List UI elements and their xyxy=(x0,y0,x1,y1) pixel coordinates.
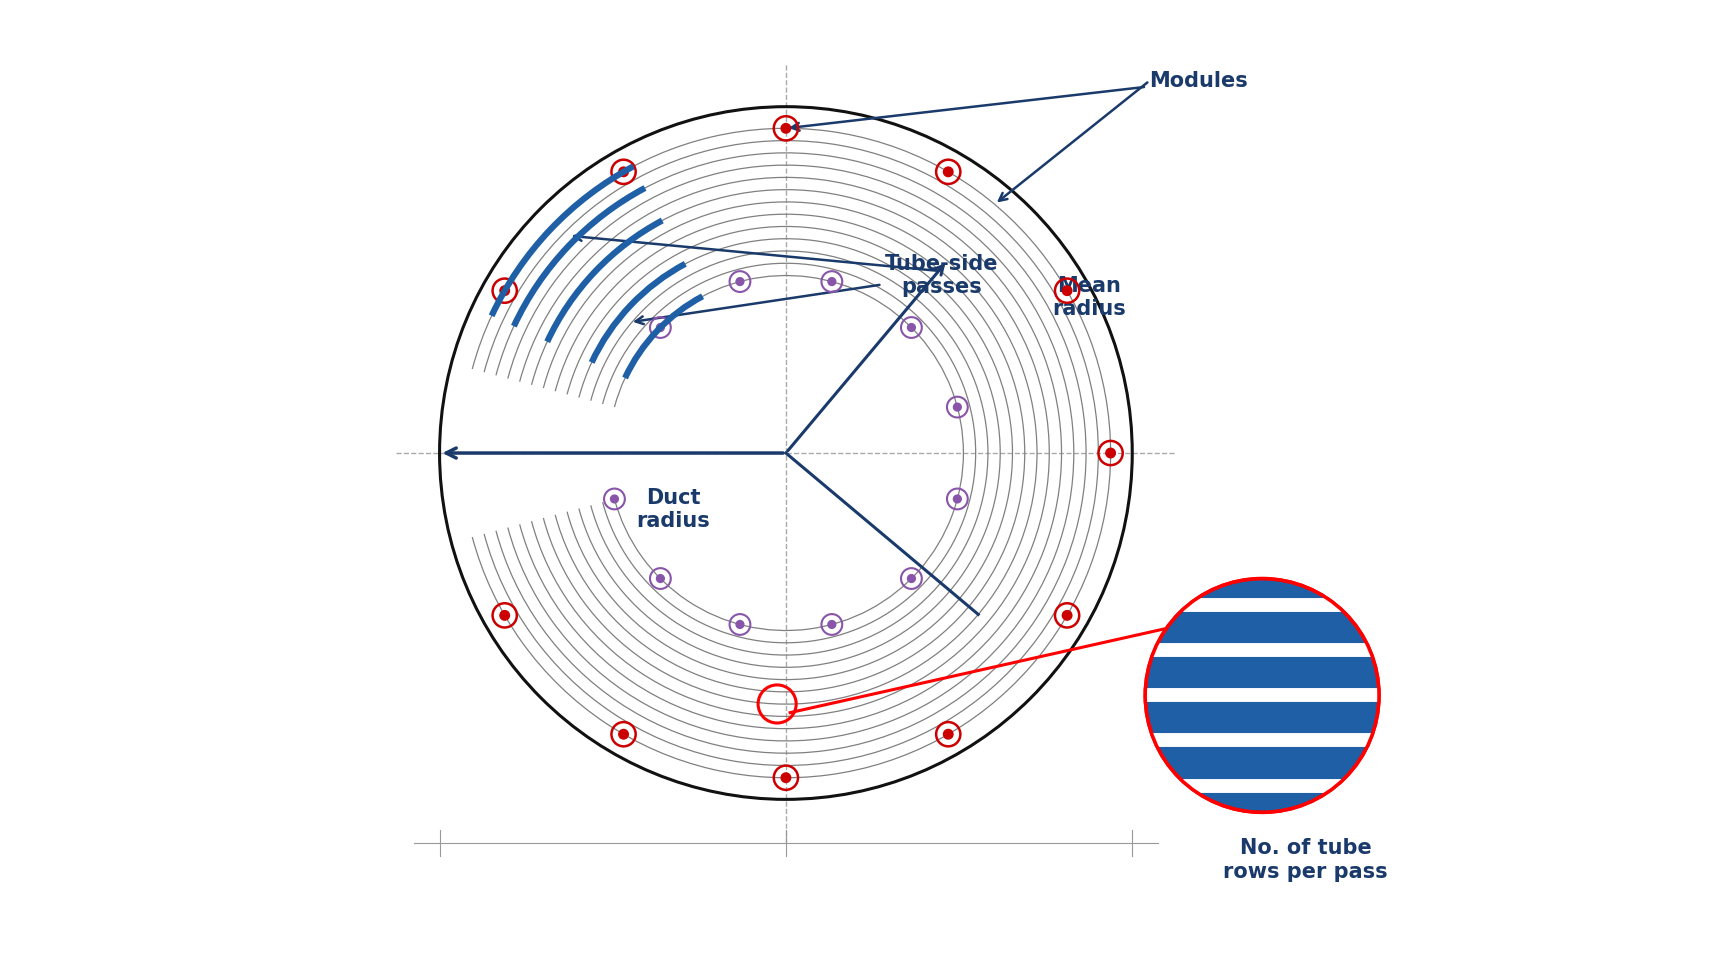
Circle shape xyxy=(780,773,791,783)
Circle shape xyxy=(619,167,629,176)
Circle shape xyxy=(1062,285,1073,295)
Circle shape xyxy=(500,610,509,620)
Circle shape xyxy=(736,278,744,285)
Circle shape xyxy=(829,621,835,628)
Circle shape xyxy=(954,403,961,411)
Circle shape xyxy=(1105,448,1116,458)
Text: Duct
radius: Duct radius xyxy=(636,488,710,531)
Circle shape xyxy=(500,285,509,295)
Circle shape xyxy=(657,575,664,582)
Circle shape xyxy=(1145,579,1379,812)
Circle shape xyxy=(780,124,791,133)
Circle shape xyxy=(619,729,629,739)
Circle shape xyxy=(736,621,744,628)
Text: Mean
radius: Mean radius xyxy=(1052,276,1126,319)
Circle shape xyxy=(908,575,915,582)
Circle shape xyxy=(944,167,952,176)
Circle shape xyxy=(954,495,961,503)
Text: No. of tube
rows per pass: No. of tube rows per pass xyxy=(1224,838,1387,881)
Circle shape xyxy=(908,324,915,331)
Circle shape xyxy=(944,729,952,739)
Circle shape xyxy=(657,324,664,331)
Text: Tube-side
passes: Tube-side passes xyxy=(636,254,999,324)
Text: Modules: Modules xyxy=(791,71,1248,130)
Circle shape xyxy=(610,495,619,503)
Circle shape xyxy=(829,278,835,285)
Circle shape xyxy=(1062,610,1073,620)
